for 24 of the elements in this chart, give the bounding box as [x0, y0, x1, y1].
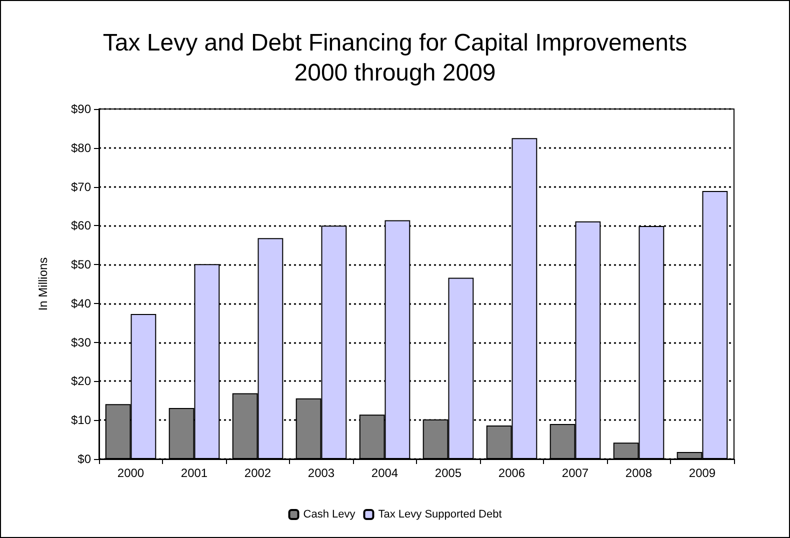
- x-tick-label: 2000: [117, 466, 144, 480]
- legend-label: Tax Levy Supported Debt: [378, 508, 502, 520]
- y-tick-label: $30: [70, 335, 92, 350]
- x-tick-label: 2004: [371, 466, 398, 480]
- legend-label: Cash Levy: [303, 508, 356, 520]
- y-tick-label: $20: [70, 374, 92, 388]
- x-tick-label: 2005: [434, 466, 462, 480]
- chart-title: Tax Levy and Debt Financing for Capital Improvements 2000 through 2009: [102, 30, 688, 86]
- x-tick-label: 2006: [498, 466, 526, 480]
- y-tick-label: $90: [70, 102, 92, 116]
- y-tick-label: $40: [70, 296, 92, 310]
- y-tick-label: $50: [70, 258, 92, 272]
- x-tick-label: 2003: [308, 466, 335, 480]
- y-tick-label: $10: [70, 413, 92, 428]
- x-tick-label: 2001: [180, 466, 208, 480]
- y-tick-label: $0: [78, 452, 92, 466]
- x-tick-label: 2007: [562, 466, 589, 480]
- x-tick-label: 2008: [625, 466, 652, 480]
- y-tick-label: $60: [70, 218, 92, 233]
- y-axis-title: In Millions: [36, 257, 50, 311]
- y-tick-label: $80: [70, 140, 92, 155]
- y-tick-label: $70: [70, 180, 92, 194]
- x-tick-label: 2002: [244, 466, 272, 480]
- x-tick-label: 2009: [688, 466, 716, 480]
